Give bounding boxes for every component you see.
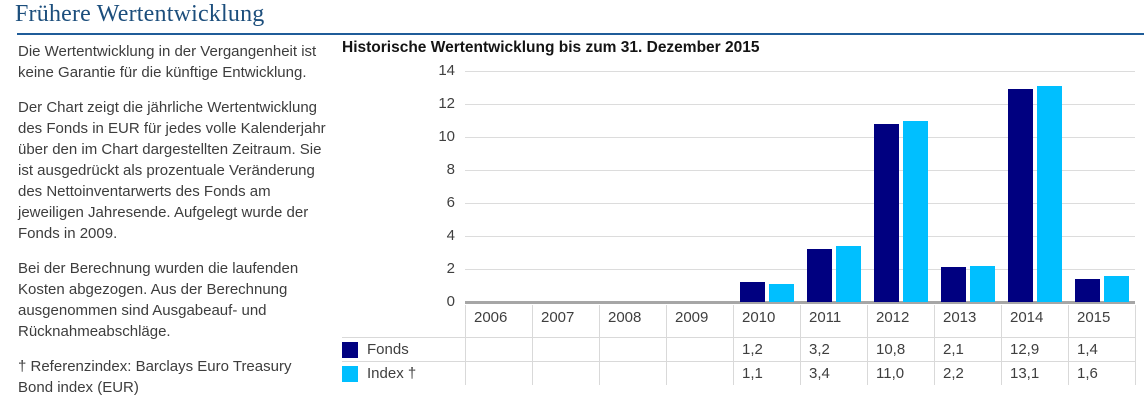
y-tick-4: 4 [446,227,455,244]
y-tick-14: 14 [438,62,455,79]
value-fonds-2010: 1,2 [742,341,763,358]
x-axis-baseline [465,301,1135,304]
y-tick-10: 10 [438,128,455,145]
value-index-2013: 2,2 [943,365,964,382]
chart-title: Historische Wertentwicklung bis zum 31. … [342,39,760,56]
value-fonds-2013: 2,1 [943,341,964,358]
table-column-line [599,305,600,385]
y-tick-8: 8 [446,161,455,178]
gridline-4 [465,236,1135,237]
table-column-line [1001,305,1002,385]
bar-index-2013 [969,265,995,302]
table-column-line [733,305,734,385]
bar-index-2010 [768,283,794,302]
value-index-2015: 1,6 [1077,365,1098,382]
year-header-2013: 2013 [943,309,977,326]
value-index-2011: 3,4 [809,365,830,382]
bar-index-2014 [1036,85,1062,302]
value-fonds-2012: 10,8 [876,341,906,358]
bar-fonds-2013 [940,267,966,302]
gridline-14 [465,71,1135,72]
year-header-2012: 2012 [876,309,910,326]
page-title: Frühere Wertentwicklung [15,1,265,27]
legend-label: Index † [367,365,417,382]
gridline-2 [465,269,1135,270]
table-column-line [1068,305,1069,385]
legend-label: Fonds [367,341,409,358]
bar-fonds-2014 [1007,89,1033,302]
y-tick-0: 0 [446,293,455,310]
gridline-10 [465,137,1135,138]
gridline-8 [465,170,1135,171]
year-header-2009: 2009 [675,309,709,326]
legend-row-fonds: Fonds [342,338,462,361]
bar-index-2012 [902,120,928,302]
table-row-line [342,337,1135,338]
year-header-2007: 2007 [541,309,575,326]
table-column-line [465,305,466,385]
table-column-line [666,305,667,385]
bar-fonds-2015 [1074,278,1100,302]
year-header-2011: 2011 [809,309,842,326]
paragraph-2: Der Chart zeigt die jährliche Wertentwic… [18,99,326,242]
table-column-line [532,305,533,385]
y-tick-6: 6 [446,194,455,211]
table-column-line [934,305,935,385]
year-header-2006: 2006 [474,309,508,326]
bar-fonds-2011 [806,249,832,302]
bar-fonds-2010 [739,282,765,302]
explanatory-text-panel: Die Wertentwicklung in der Vergangenheit… [18,41,326,412]
y-tick-2: 2 [446,260,455,277]
year-header-2014: 2014 [1010,309,1044,326]
value-index-2014: 13,1 [1010,365,1040,382]
paragraph-3: Bei der Berechnung wurden die laufenden … [18,260,299,340]
table-column-line [1135,305,1136,385]
paragraph-1: Die Wertentwicklung in der Vergangenheit… [18,43,317,81]
bar-index-2011 [835,245,861,302]
table-column-line [800,305,801,385]
legend-row-index: Index † [342,362,462,385]
legend-swatch-icon [342,365,358,382]
legend-swatch-icon [342,341,358,358]
table-row-line [342,361,1135,362]
value-fonds-2011: 3,2 [809,341,830,358]
y-tick-12: 12 [438,95,455,112]
gridline-6 [465,203,1135,204]
plot-area [465,71,1135,304]
title-underline [17,33,1144,35]
value-fonds-2015: 1,4 [1077,341,1098,358]
year-header-2010: 2010 [742,309,776,326]
value-index-2010: 1,1 [742,365,763,382]
gridline-12 [465,104,1135,105]
value-fonds-2014: 12,9 [1010,341,1040,358]
paragraph-4: † Referenzindex: Barclays Euro Treasury … [18,358,292,396]
table-column-line [867,305,868,385]
value-index-2012: 11,0 [876,365,905,382]
year-header-2008: 2008 [608,309,642,326]
bar-fonds-2012 [873,123,899,302]
bar-index-2015 [1103,275,1129,302]
year-header-2015: 2015 [1077,309,1111,326]
